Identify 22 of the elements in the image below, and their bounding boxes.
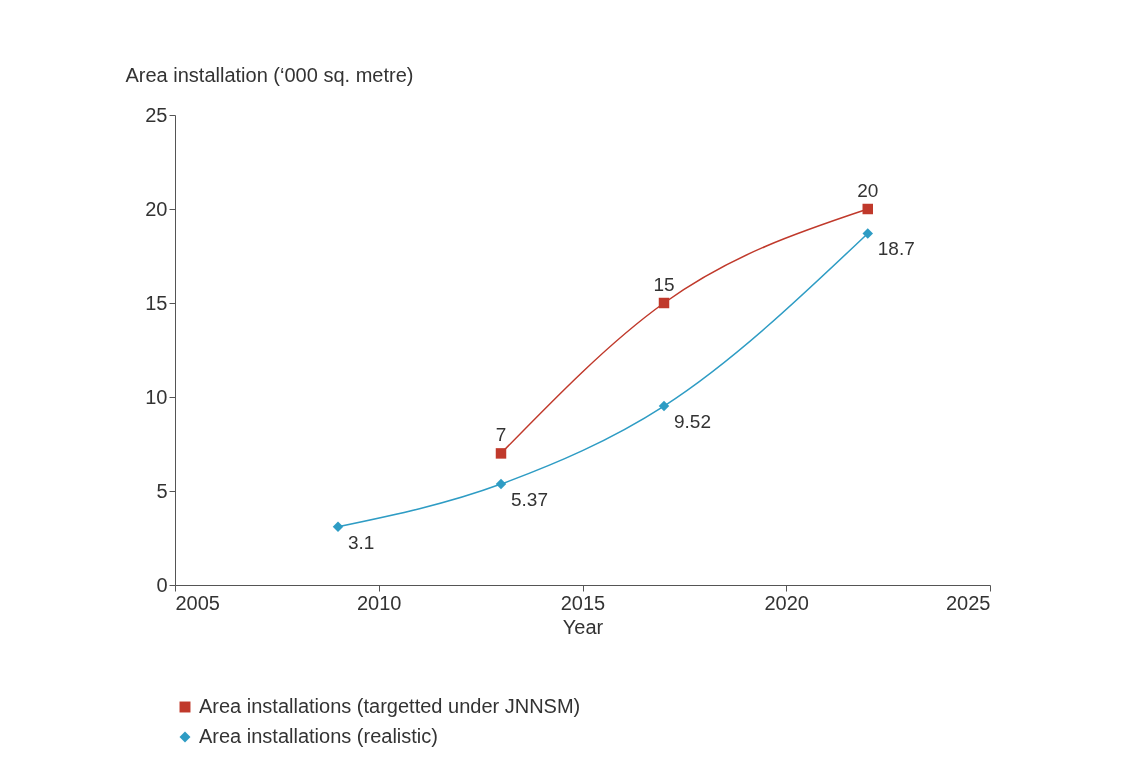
data-label: 9.52 — [674, 411, 711, 433]
y-tick-label: 25 — [145, 103, 168, 126]
data-label: 3.1 — [348, 531, 375, 553]
y-tick-label: 20 — [145, 197, 168, 220]
x-tick-label: 2015 — [560, 591, 606, 614]
data-label: 7 — [495, 424, 507, 446]
y-tick-label: 15 — [145, 291, 168, 314]
legend-label: Area installations (targetted under JNNSM) — [199, 695, 581, 717]
y-tick-label: 0 — [156, 573, 168, 596]
x-tick-label: 2025 — [946, 591, 991, 614]
x-tick-label: 2005 — [175, 591, 220, 614]
x-tick-label: 2010 — [357, 591, 402, 614]
y-tick-label: 5 — [156, 479, 168, 502]
data-label: 20 — [857, 180, 879, 201]
y-axis-title: Area installation (‘000 sq. metre) — [125, 63, 414, 86]
y-tick-label: 10 — [145, 385, 168, 408]
data-label: 18.7 — [877, 238, 915, 260]
data-label: 15 — [653, 274, 675, 295]
x-tick-label: 2020 — [764, 591, 809, 614]
legend-label: Area installations (realistic) — [199, 725, 438, 747]
data-label: 5.37 — [511, 489, 548, 511]
x-axis-title: Year — [562, 615, 604, 638]
